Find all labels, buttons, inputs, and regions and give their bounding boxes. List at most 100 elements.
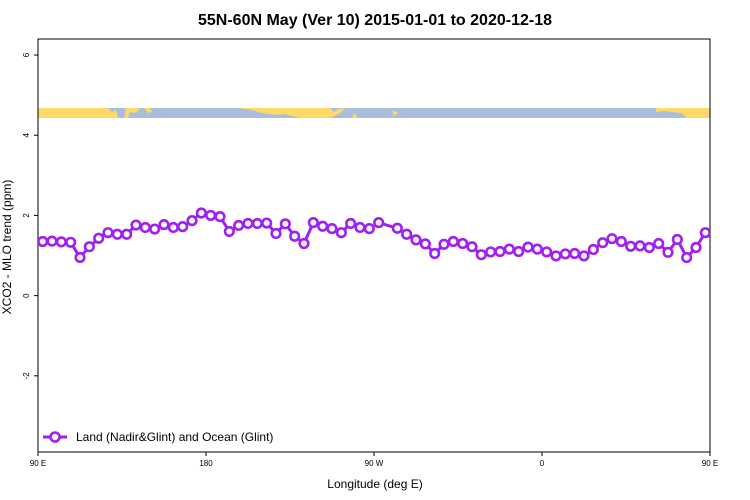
land-strip <box>238 108 345 118</box>
land-strip <box>144 108 152 113</box>
data-point <box>699 227 710 239</box>
legend-swatch-marker <box>49 431 61 443</box>
data-point <box>167 221 179 234</box>
data-point <box>466 241 478 253</box>
data-point <box>634 240 646 252</box>
data-point <box>186 215 198 227</box>
data-point <box>130 219 142 231</box>
data-point <box>391 222 403 234</box>
data-point <box>223 225 235 238</box>
data-point <box>438 238 450 250</box>
data-point <box>653 237 665 250</box>
data-point <box>643 241 655 254</box>
data-point <box>177 221 189 233</box>
data-point <box>93 232 105 244</box>
data-point <box>729 237 738 246</box>
data-point <box>149 223 161 235</box>
data-point <box>83 241 95 253</box>
data-point <box>111 228 123 240</box>
data-point <box>317 220 329 232</box>
data-point <box>531 243 543 255</box>
data-point <box>615 235 627 248</box>
data-point <box>447 235 459 248</box>
x-tick-label: 180 <box>199 459 213 468</box>
data-point <box>597 237 609 249</box>
land-strip <box>656 108 710 118</box>
y-tick-label: 4 <box>22 132 31 137</box>
x-tick-label: 90 E <box>30 459 46 468</box>
data-point <box>326 223 338 235</box>
data-point <box>550 250 562 262</box>
ocean-strip <box>38 108 710 118</box>
data-point <box>625 240 637 252</box>
data-point <box>279 218 291 230</box>
geography-band <box>38 108 710 118</box>
data-point <box>102 227 114 239</box>
x-axis-label: Longitude (deg E) <box>327 477 422 491</box>
data-point <box>606 233 618 245</box>
y-axis-ticks: -2 0 2 4 6 <box>22 52 38 379</box>
data-point <box>233 219 245 232</box>
data-point <box>205 209 217 222</box>
data-point <box>354 221 366 234</box>
data-point <box>429 247 441 260</box>
data-point <box>270 227 282 240</box>
data-point <box>690 241 702 254</box>
data-point <box>65 236 77 248</box>
data-point <box>298 237 310 250</box>
legend-entry-label: Land (Nadir&Glint) and Ocean (Glint) <box>76 430 273 444</box>
x-tick-label: 90 E <box>702 459 718 468</box>
land-strip <box>392 110 398 116</box>
data-point <box>401 228 413 240</box>
land-strip <box>124 108 140 118</box>
data-point <box>158 219 170 231</box>
data-point <box>513 245 525 258</box>
data-point <box>373 217 385 229</box>
y-tick-label: 6 <box>22 52 31 57</box>
data-point <box>738 238 747 247</box>
data-point <box>587 243 599 256</box>
data-point <box>307 217 319 229</box>
data-point <box>289 230 301 242</box>
data-point <box>242 217 254 230</box>
y-tick-label: 2 <box>22 213 31 218</box>
x-tick-label: 90 W <box>365 459 384 468</box>
data-point <box>569 247 581 260</box>
data-point <box>522 241 534 253</box>
plot-frame <box>37 38 711 453</box>
data-point <box>503 243 515 255</box>
data-point <box>457 237 469 250</box>
data-point <box>74 251 86 264</box>
y-axis-label: XCO2 - MLO trend (ppm) <box>0 180 14 315</box>
x-axis-ticks: 90 E 180 90 W 0 90 E <box>30 452 718 468</box>
data-point <box>261 217 273 229</box>
chart-title: 55N-60N May (Ver 10) 2015-01-01 to 2020-… <box>198 12 552 29</box>
data-point <box>363 223 375 235</box>
y-tick-label: -2 <box>22 372 31 380</box>
data-point <box>485 246 497 258</box>
data-point <box>419 238 431 250</box>
y-tick-label: 0 <box>22 293 31 298</box>
data-point <box>410 234 422 246</box>
data-point <box>195 207 207 219</box>
data-point <box>720 236 729 245</box>
data-point <box>709 238 710 245</box>
data-point <box>46 235 58 247</box>
land-strip <box>38 108 118 118</box>
data-point <box>121 228 133 240</box>
x-tick-label: 0 <box>540 459 545 468</box>
data-point <box>214 211 226 223</box>
data-point <box>671 233 683 246</box>
data-point <box>541 246 553 258</box>
legend: Land (Nadir&Glint) and Ocean (Glint) <box>43 430 273 444</box>
data-point <box>578 250 590 262</box>
data-point <box>139 221 151 234</box>
data-point <box>494 245 506 258</box>
data-point <box>38 235 49 248</box>
land-strip <box>352 113 358 118</box>
data-point <box>475 249 487 261</box>
data-point <box>662 246 674 258</box>
data-point <box>251 217 263 230</box>
data-point <box>681 251 693 264</box>
